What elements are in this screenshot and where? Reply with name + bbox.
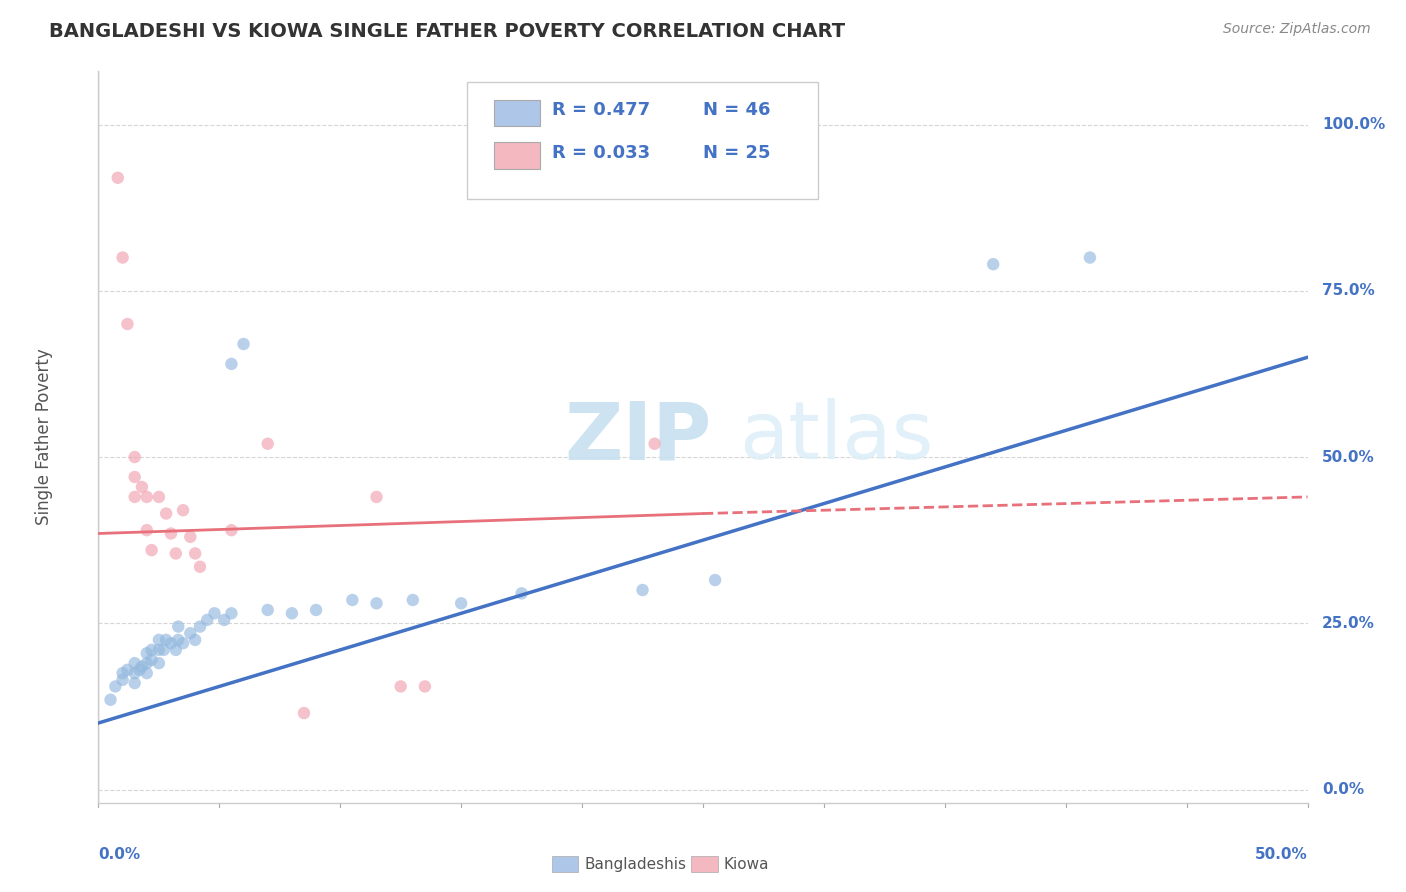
Point <box>152 643 174 657</box>
Point <box>104 680 127 694</box>
Point <box>135 656 157 670</box>
Point <box>221 523 243 537</box>
Point <box>155 507 177 521</box>
Text: Source: ZipAtlas.com: Source: ZipAtlas.com <box>1223 22 1371 37</box>
Point <box>256 603 278 617</box>
Text: 0.0%: 0.0% <box>1322 782 1364 797</box>
Text: atlas: atlas <box>740 398 934 476</box>
FancyBboxPatch shape <box>494 143 540 169</box>
Point <box>510 586 533 600</box>
Text: N = 46: N = 46 <box>703 101 770 120</box>
Point <box>389 680 412 694</box>
Point <box>366 596 388 610</box>
FancyBboxPatch shape <box>494 100 540 127</box>
Point <box>644 436 666 450</box>
Point <box>212 613 235 627</box>
Point <box>100 692 122 706</box>
Point <box>1078 251 1101 265</box>
Point <box>111 251 134 265</box>
Point <box>107 170 129 185</box>
Point <box>131 480 153 494</box>
Point <box>148 643 170 657</box>
Point <box>148 656 170 670</box>
Point <box>981 257 1004 271</box>
Point <box>124 676 146 690</box>
Point <box>124 656 146 670</box>
FancyBboxPatch shape <box>551 856 578 872</box>
Text: 75.0%: 75.0% <box>1322 284 1375 298</box>
Point <box>135 666 157 681</box>
Point <box>155 632 177 647</box>
Point <box>188 619 211 633</box>
Point <box>117 317 139 331</box>
Point <box>167 632 190 647</box>
Text: 100.0%: 100.0% <box>1322 117 1385 132</box>
Point <box>148 632 170 647</box>
Point <box>204 607 226 621</box>
Text: N = 25: N = 25 <box>703 144 770 161</box>
Point <box>124 490 146 504</box>
Point <box>195 613 218 627</box>
Text: 50.0%: 50.0% <box>1322 450 1375 465</box>
Point <box>172 503 194 517</box>
Point <box>221 357 243 371</box>
Point <box>128 663 150 677</box>
Text: R = 0.477: R = 0.477 <box>551 101 650 120</box>
Point <box>184 632 207 647</box>
Text: 50.0%: 50.0% <box>1254 847 1308 862</box>
Point <box>413 680 436 694</box>
Point <box>366 490 388 504</box>
Point <box>141 643 163 657</box>
Point <box>172 636 194 650</box>
Text: Bangladeshis: Bangladeshis <box>585 856 686 871</box>
Point <box>184 546 207 560</box>
Text: R = 0.033: R = 0.033 <box>551 144 650 161</box>
Point <box>111 673 134 687</box>
Point <box>188 559 211 574</box>
Point <box>124 470 146 484</box>
Text: Kiowa: Kiowa <box>724 856 769 871</box>
Point <box>256 436 278 450</box>
Point <box>342 593 364 607</box>
Point <box>135 523 157 537</box>
Point <box>281 607 304 621</box>
Point <box>179 626 201 640</box>
Text: BANGLADESHI VS KIOWA SINGLE FATHER POVERTY CORRELATION CHART: BANGLADESHI VS KIOWA SINGLE FATHER POVER… <box>49 22 845 41</box>
Point <box>292 706 315 720</box>
Point <box>124 450 146 464</box>
Text: Single Father Poverty: Single Father Poverty <box>35 349 53 525</box>
Point <box>117 663 139 677</box>
Point <box>165 546 187 560</box>
Text: 25.0%: 25.0% <box>1322 615 1375 631</box>
Point <box>631 582 654 597</box>
FancyBboxPatch shape <box>467 82 818 200</box>
Point <box>135 490 157 504</box>
Point <box>141 543 163 558</box>
Point <box>160 526 183 541</box>
Point <box>141 653 163 667</box>
Point <box>305 603 328 617</box>
Point <box>135 646 157 660</box>
Point <box>450 596 472 610</box>
Point <box>221 607 243 621</box>
Text: ZIP: ZIP <box>564 398 711 476</box>
Point <box>232 337 254 351</box>
Text: 0.0%: 0.0% <box>98 847 141 862</box>
Point <box>179 530 201 544</box>
FancyBboxPatch shape <box>690 856 717 872</box>
Point <box>402 593 425 607</box>
Point <box>148 490 170 504</box>
Point <box>160 636 183 650</box>
Point <box>131 659 153 673</box>
Point <box>167 619 190 633</box>
Point <box>124 666 146 681</box>
Point <box>704 573 727 587</box>
Point <box>111 666 134 681</box>
Point <box>165 643 187 657</box>
